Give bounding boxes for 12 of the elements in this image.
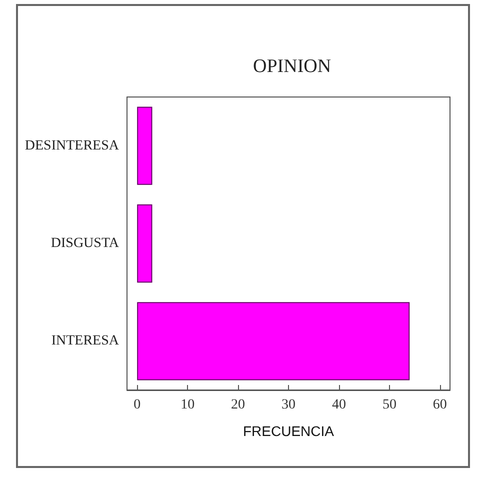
y-tick-label: DESINTERESA bbox=[24, 138, 120, 154]
x-tick-label: 0 bbox=[134, 398, 141, 412]
y-tick-label: INTERESA bbox=[51, 334, 120, 349]
x-axis-title: FRECUENCIA bbox=[242, 423, 335, 439]
x-tick-label: 50 bbox=[382, 398, 396, 412]
x-tick-label: 30 bbox=[282, 398, 296, 412]
chart-title: OPINION bbox=[253, 56, 332, 77]
y-tick-label: DISGUSTA bbox=[50, 236, 120, 251]
x-tick-label: 40 bbox=[332, 398, 346, 412]
x-tick-label: 60 bbox=[432, 398, 447, 412]
x-tick-label: 20 bbox=[231, 398, 246, 412]
x-tick-label: 10 bbox=[180, 398, 195, 412]
